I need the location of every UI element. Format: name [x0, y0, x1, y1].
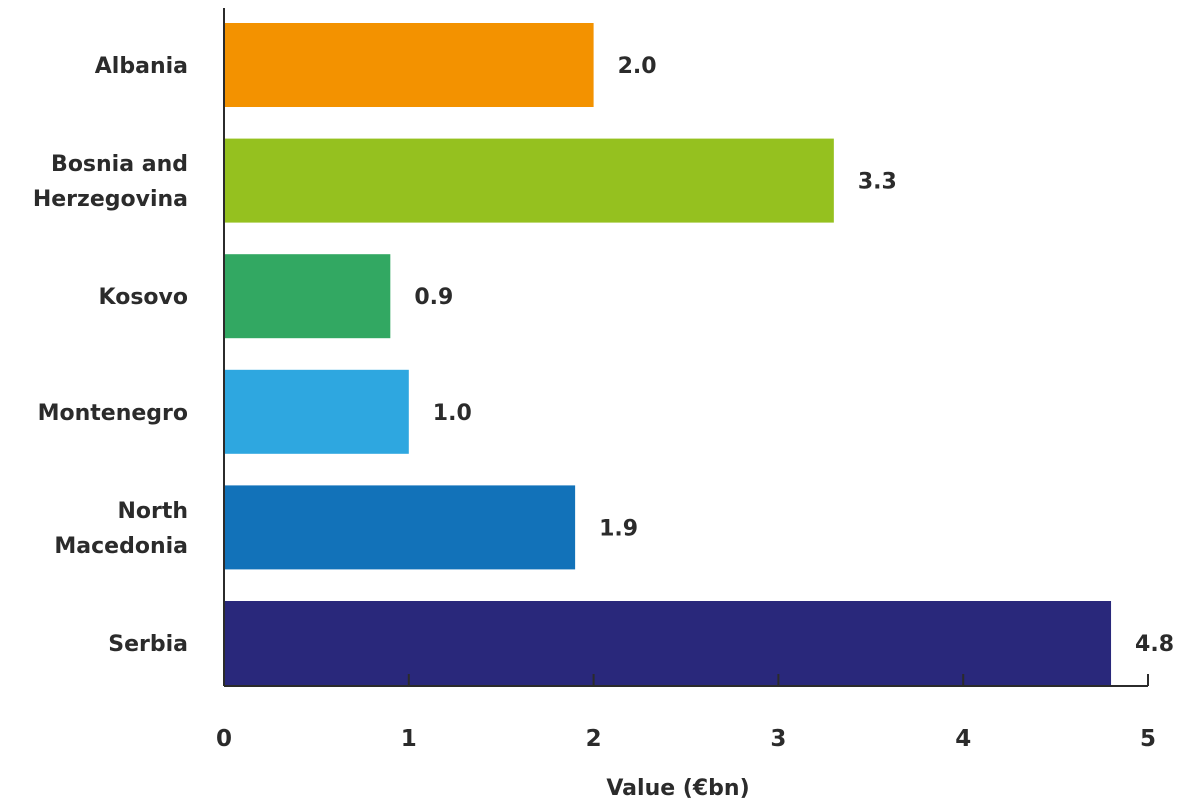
category-labels-group: Albania Bosnia and Herzegovina Kosovo Monten… [33, 54, 188, 657]
category-label-albania: Albania [95, 54, 188, 79]
bars-group [224, 23, 1112, 685]
value-label-north-macedonia: 1.9 [599, 516, 638, 541]
category-label-montenegro: Montenegro [38, 401, 188, 426]
bar-montenegro [224, 369, 409, 454]
bar-bosnia-and-herzegovina [224, 138, 834, 223]
bar-serbia [224, 601, 1112, 685]
x-axis-ticks-group: 0 1 2 3 4 5 [216, 674, 1156, 752]
bar-albania [224, 23, 594, 107]
value-labels-group: 2.0 3.3 0.9 1.0 1.9 4.8 [414, 54, 1174, 657]
value-label-bosnia-and-herzegovina: 3.3 [858, 170, 897, 195]
x-axis-title: Value (€bn) [606, 776, 749, 801]
x-tick-label-4: 4 [955, 726, 971, 752]
category-label-kosovo: Kosovo [99, 285, 188, 310]
value-label-albania: 2.0 [618, 54, 657, 79]
x-tick-label-1: 1 [401, 726, 417, 752]
value-label-kosovo: 0.9 [414, 285, 453, 310]
category-label-bosnia-and-herzegovina: Bosnia and Herzegovina [33, 152, 188, 212]
bar-kosovo [224, 254, 391, 339]
x-tick-label-2: 2 [586, 726, 602, 752]
x-tick-label-3: 3 [770, 726, 786, 752]
bar-north-macedonia [224, 485, 576, 570]
x-tick-label-0: 0 [216, 726, 232, 752]
value-label-montenegro: 1.0 [433, 401, 472, 426]
x-tick-label-5: 5 [1140, 726, 1156, 752]
category-label-north-macedonia: North Macedonia [54, 499, 188, 559]
value-label-serbia: 4.8 [1135, 632, 1174, 657]
category-label-serbia: Serbia [108, 632, 188, 657]
